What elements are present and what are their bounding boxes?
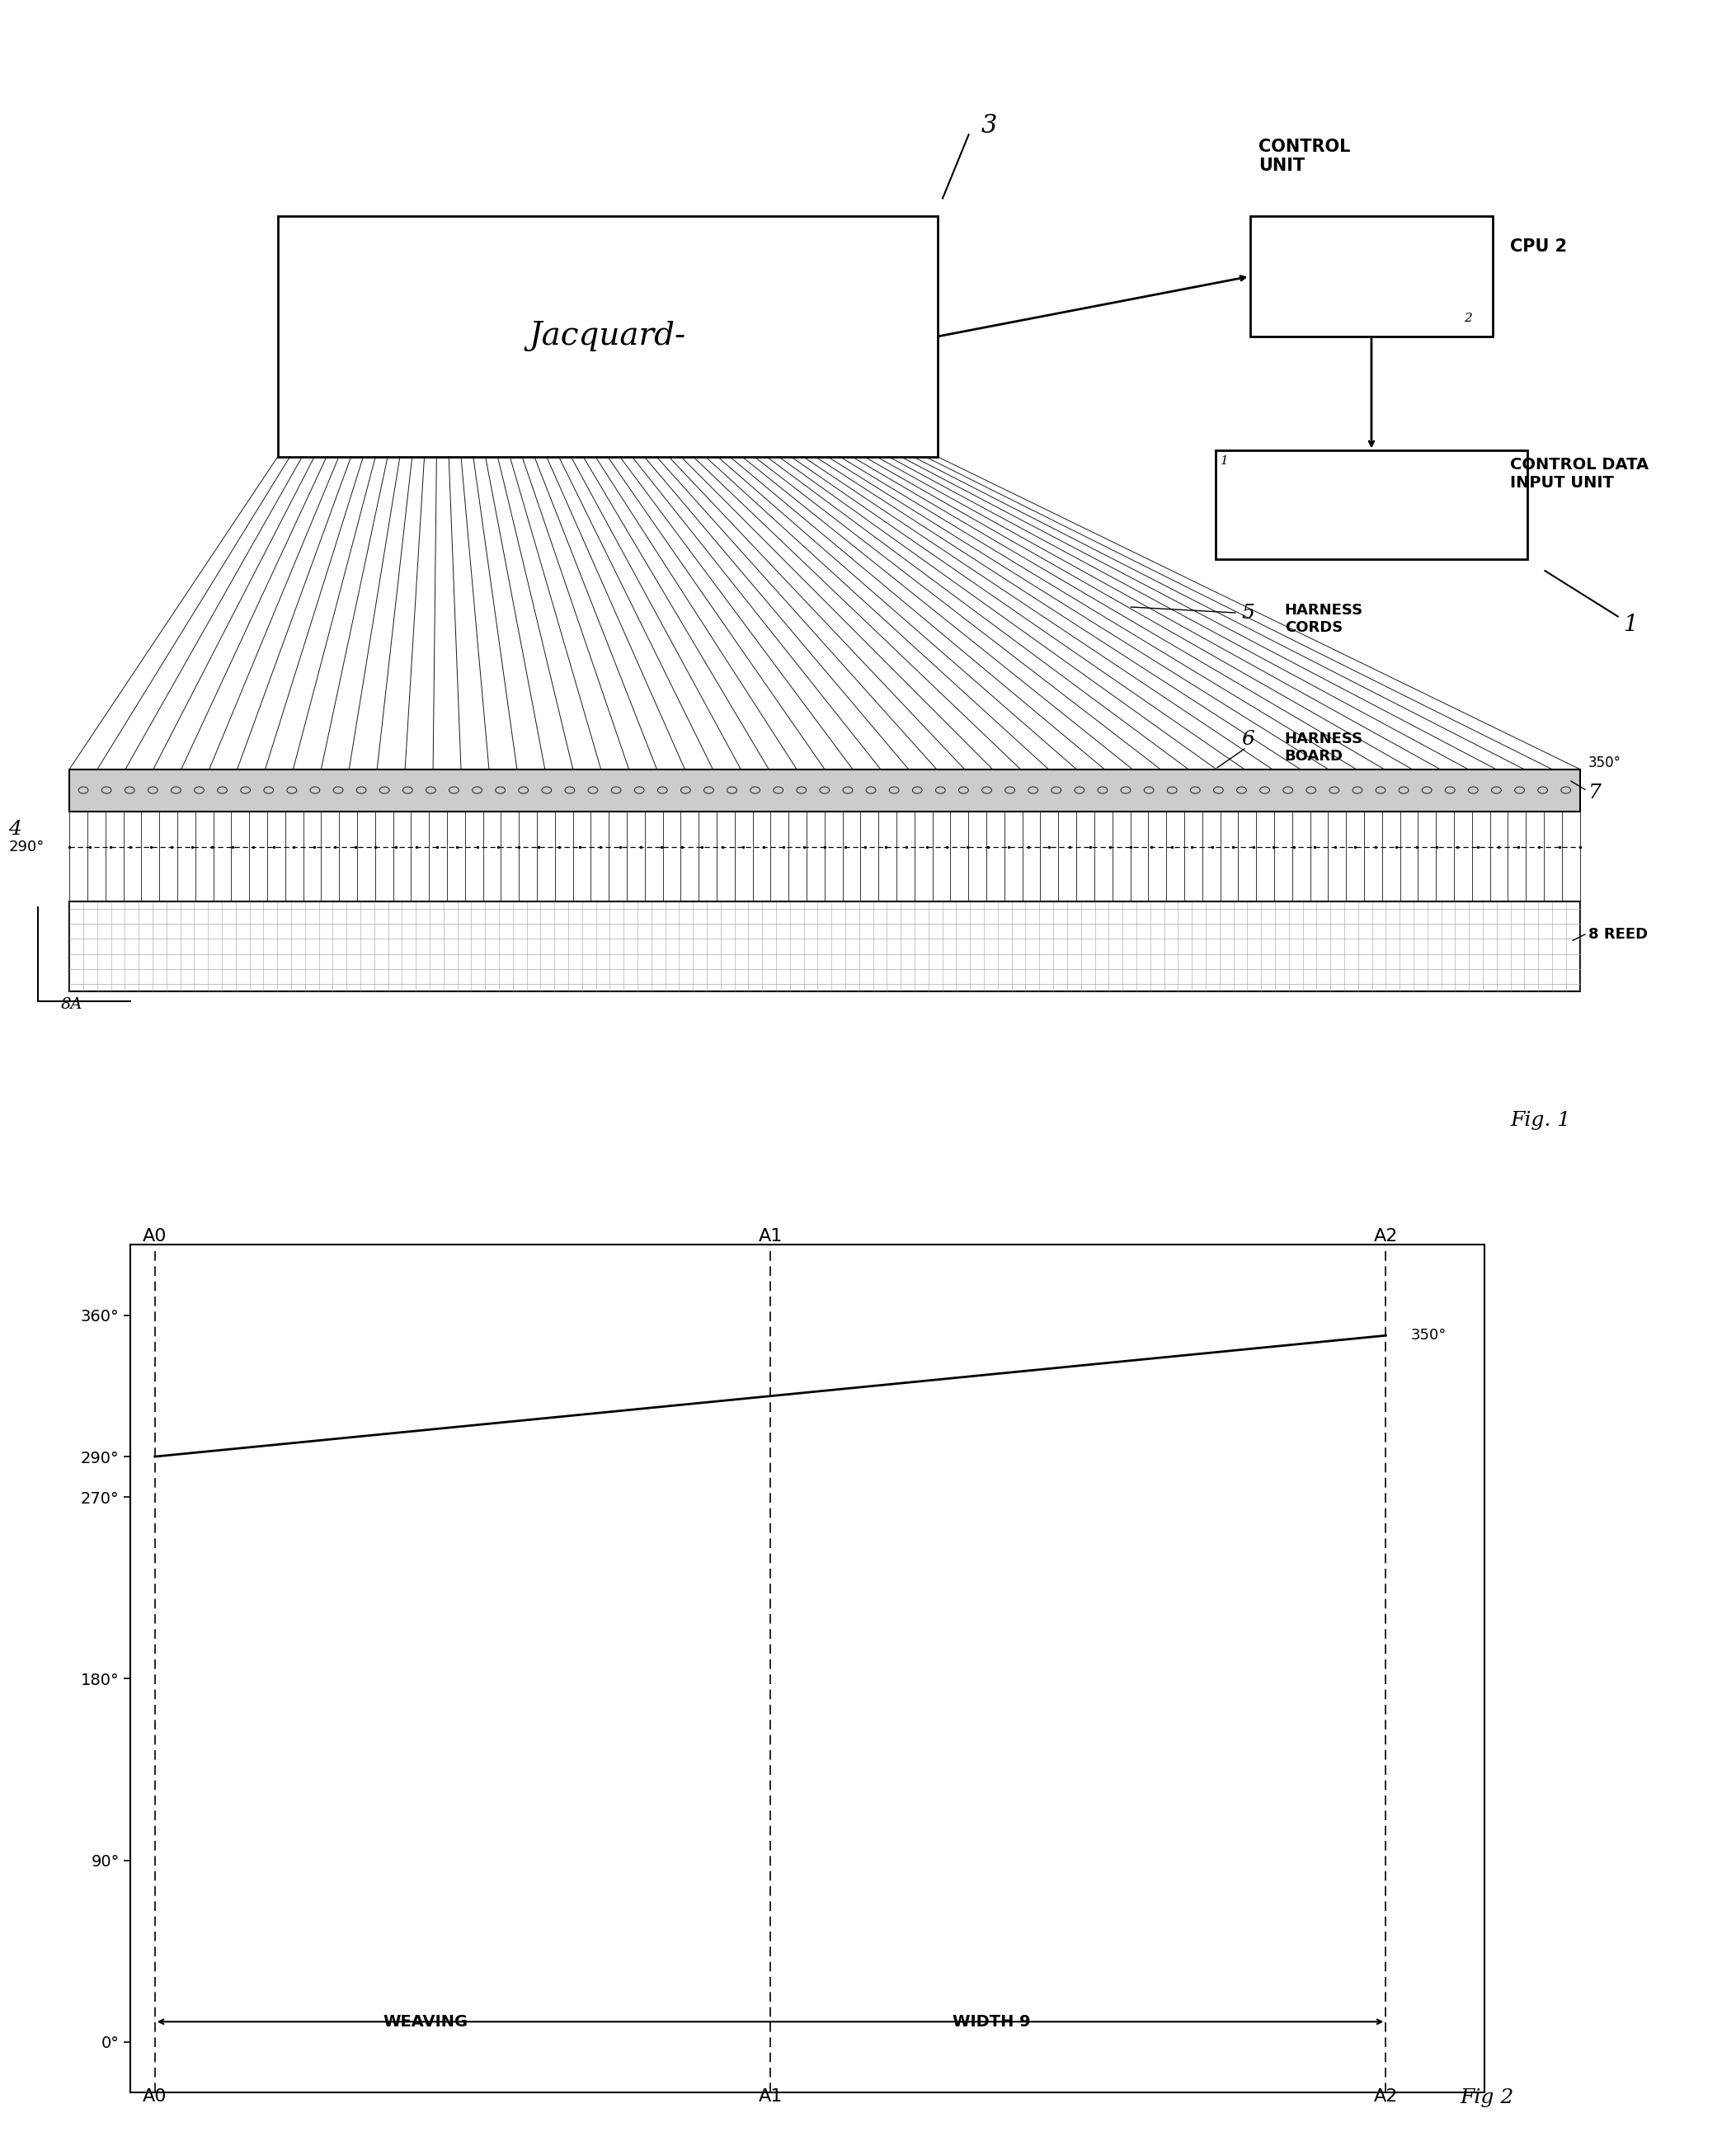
Text: 7: 7 — [1588, 783, 1602, 803]
Text: A2: A2 — [1373, 2088, 1397, 2105]
Text: A2: A2 — [1373, 1228, 1397, 1245]
Text: Jacquard-: Jacquard- — [529, 322, 686, 352]
Text: WEAVING: WEAVING — [384, 2013, 469, 2030]
Bar — [1215, 451, 1528, 558]
Text: A1: A1 — [759, 2088, 783, 2105]
Text: CONTROL DATA
INPUT UNIT: CONTROL DATA INPUT UNIT — [1510, 457, 1649, 491]
Text: A1: A1 — [759, 1228, 783, 1245]
Text: 5: 5 — [1241, 603, 1255, 622]
Bar — [278, 217, 937, 457]
Text: 2: 2 — [1463, 313, 1472, 324]
Text: HARNESS
BOARD: HARNESS BOARD — [1285, 732, 1363, 764]
Text: 4: 4 — [9, 820, 23, 839]
Bar — [69, 901, 1580, 991]
Text: WIDTH 9: WIDTH 9 — [953, 2013, 1031, 2030]
Text: 3: 3 — [981, 114, 996, 139]
Bar — [1250, 217, 1493, 337]
Text: CPU 2: CPU 2 — [1510, 238, 1568, 255]
Text: Fig 2: Fig 2 — [1460, 2088, 1514, 2107]
Text: CONTROL
UNIT: CONTROL UNIT — [1259, 137, 1351, 174]
Text: A0: A0 — [142, 2088, 167, 2105]
Text: 290°: 290° — [9, 839, 45, 854]
Text: Fig. 1: Fig. 1 — [1510, 1112, 1571, 1129]
Text: 8A: 8A — [61, 998, 83, 1013]
Text: 6: 6 — [1241, 730, 1255, 749]
Text: HARNESS
CORDS: HARNESS CORDS — [1285, 603, 1363, 635]
Text: 8 REED: 8 REED — [1588, 927, 1647, 942]
Text: 350°: 350° — [1588, 755, 1621, 770]
Text: 1: 1 — [1220, 455, 1229, 468]
Text: 350°: 350° — [1410, 1328, 1446, 1343]
Text: A0: A0 — [142, 1228, 167, 1245]
Bar — [69, 768, 1580, 811]
Text: 1: 1 — [1623, 614, 1637, 635]
